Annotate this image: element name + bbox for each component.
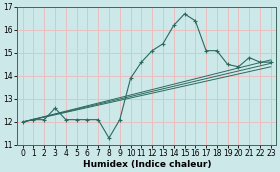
X-axis label: Humidex (Indice chaleur): Humidex (Indice chaleur) [83, 159, 211, 169]
